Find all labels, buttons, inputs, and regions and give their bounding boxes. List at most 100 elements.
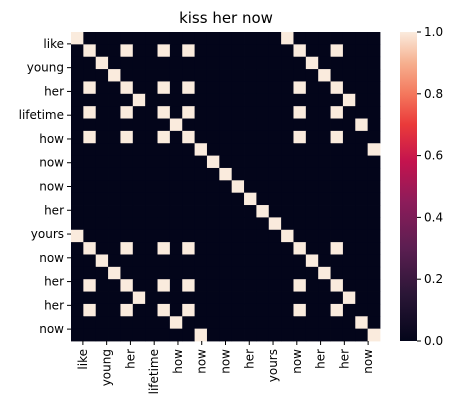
- heatmap-cell: [281, 44, 294, 58]
- heatmap-cell: [268, 81, 282, 95]
- heatmap-cell: [83, 32, 97, 45]
- heatmap-cell: [244, 316, 257, 330]
- heatmap-cell: [305, 44, 319, 58]
- heatmap-cell: [231, 266, 245, 280]
- heatmap-cell: [145, 192, 158, 206]
- heatmap-cell: [231, 328, 245, 342]
- heatmap-cell: [244, 242, 257, 255]
- x-tick-label: lifetime: [147, 349, 161, 394]
- heatmap-cell: [256, 316, 270, 330]
- heatmap-cell: [83, 118, 97, 132]
- heatmap-cell: [182, 32, 195, 45]
- heatmap-cell: [83, 130, 97, 144]
- heatmap-cell: [244, 106, 257, 119]
- heatmap-cell: [231, 93, 245, 107]
- heatmap-cell: [169, 93, 183, 107]
- heatmap-cell: [169, 291, 183, 305]
- heatmap-cell: [281, 303, 294, 317]
- heatmap-cell: [219, 143, 233, 156]
- heatmap-cell: [293, 118, 307, 132]
- heatmap-cell: [120, 93, 134, 107]
- heatmap-cell: [83, 291, 97, 305]
- heatmap-cell: [293, 32, 307, 45]
- heatmap-cell: [281, 32, 294, 45]
- y-tick-label: her: [44, 298, 64, 312]
- heatmap-cell: [206, 279, 220, 292]
- heatmap-cell: [71, 328, 84, 342]
- heatmap-cell: [281, 81, 294, 95]
- heatmap-cell: [194, 69, 208, 82]
- heatmap-cell: [355, 328, 369, 342]
- heatmap-cell: [367, 106, 381, 119]
- heatmap-cell: [182, 242, 195, 255]
- heatmap-cell: [145, 130, 158, 144]
- heatmap-cell: [305, 291, 319, 305]
- heatmap-cell: [83, 242, 97, 255]
- colorbar-tick-label: 0.2: [424, 272, 443, 286]
- heatmap-cell: [95, 180, 109, 194]
- heatmap-cell: [71, 291, 84, 305]
- heatmap-cell: [244, 69, 257, 82]
- heatmap-cell: [169, 279, 183, 292]
- heatmap-cell: [95, 44, 109, 58]
- heatmap-cell: [194, 93, 208, 107]
- heatmap-cell: [169, 106, 183, 119]
- heatmap-cell: [318, 56, 331, 70]
- heatmap-cell: [157, 254, 171, 268]
- heatmap-cell: [355, 118, 369, 132]
- heatmap-cell: [157, 44, 171, 58]
- heatmap-cell: [219, 93, 233, 107]
- heatmap-cell: [293, 217, 307, 231]
- heatmap-cell: [281, 167, 294, 181]
- y-tick-label: lifetime: [19, 108, 64, 122]
- heatmap-cell: [305, 254, 319, 268]
- heatmap-cell: [231, 303, 245, 317]
- heatmap-cell: [169, 44, 183, 58]
- heatmap-cell: [157, 130, 171, 144]
- heatmap-cell: [231, 106, 245, 119]
- heatmap-cell: [367, 93, 381, 107]
- heatmap-cell: [268, 279, 282, 292]
- heatmap-cell: [244, 279, 257, 292]
- heatmap-cell: [244, 229, 257, 243]
- heatmap-cell: [293, 205, 307, 218]
- heatmap-cell: [108, 32, 121, 45]
- heatmap-cell: [256, 106, 270, 119]
- heatmap-cell: [219, 130, 233, 144]
- heatmap-cell: [219, 56, 233, 70]
- heatmap-cell: [268, 56, 282, 70]
- heatmap-cell: [145, 143, 158, 156]
- heatmap-cell: [367, 69, 381, 82]
- heatmap-cell: [145, 106, 158, 119]
- heatmap-cell: [318, 81, 331, 95]
- heatmap-cell: [231, 167, 245, 181]
- heatmap-cell: [95, 205, 109, 218]
- heatmap-cell: [355, 242, 369, 255]
- heatmap-cell: [108, 44, 121, 58]
- heatmap-cell: [71, 56, 84, 70]
- heatmap-cell: [330, 106, 344, 119]
- heatmap-cell: [244, 56, 257, 70]
- heatmap-cell: [256, 229, 270, 243]
- heatmap-cell: [120, 32, 134, 45]
- heatmap-cell: [95, 81, 109, 95]
- heatmap-cell: [231, 155, 245, 169]
- heatmap-cell: [95, 192, 109, 206]
- heatmap-cell: [194, 130, 208, 144]
- colorbar-tick-label: 0.4: [424, 210, 443, 224]
- y-tick-label: her: [44, 275, 64, 289]
- heatmap-cell: [293, 192, 307, 206]
- heatmap-cell: [145, 69, 158, 82]
- heatmap-cell: [108, 180, 121, 194]
- heatmap-cell: [219, 291, 233, 305]
- heatmap-cell: [231, 229, 245, 243]
- heatmap-cell: [330, 229, 344, 243]
- heatmap-cell: [219, 316, 233, 330]
- heatmap-cell: [256, 143, 270, 156]
- heatmap-cell: [145, 242, 158, 255]
- heatmap-cell: [293, 93, 307, 107]
- heatmap-cell: [206, 192, 220, 206]
- heatmap-cell: [120, 44, 134, 58]
- heatmap-cell: [367, 303, 381, 317]
- heatmap-cell: [83, 192, 97, 206]
